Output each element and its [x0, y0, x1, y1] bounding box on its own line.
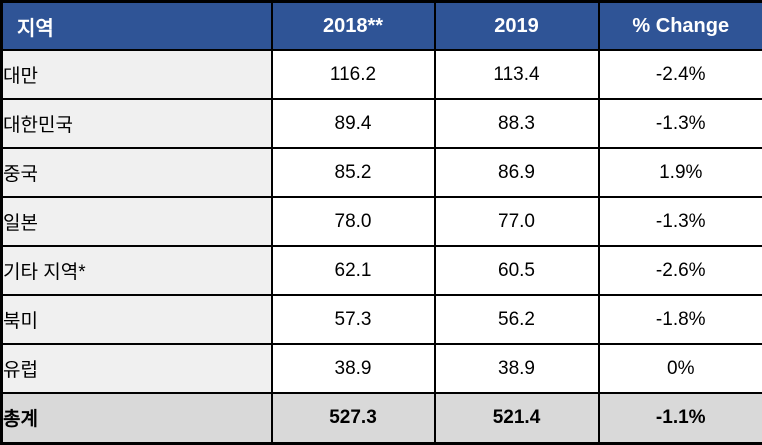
table-row-other-regions: 기타 지역* 62.1 60.5 -2.6%: [2, 246, 762, 295]
value-2018: 89.4: [272, 99, 435, 148]
total-2018: 527.3: [272, 393, 435, 443]
region-label: 일본: [2, 197, 272, 246]
column-header-region: 지역: [2, 2, 272, 51]
column-header-2018: 2018**: [272, 2, 435, 51]
region-label: 기타 지역*: [2, 246, 272, 295]
value-change: -1.3%: [599, 197, 762, 246]
value-change: 0%: [599, 344, 762, 393]
region-label: 유럽: [2, 344, 272, 393]
region-label: 북미: [2, 295, 272, 344]
value-2018: 38.9: [272, 344, 435, 393]
value-change: -1.3%: [599, 99, 762, 148]
value-2019: 56.2: [435, 295, 599, 344]
total-row: 총계 527.3 521.4 -1.1%: [2, 393, 762, 443]
region-label: 대만: [2, 50, 272, 99]
total-label: 총계: [2, 393, 272, 443]
value-2018: 85.2: [272, 148, 435, 197]
value-change: 1.9%: [599, 148, 762, 197]
region-label: 중국: [2, 148, 272, 197]
value-2019: 113.4: [435, 50, 599, 99]
value-2018: 57.3: [272, 295, 435, 344]
table-row-south-korea: 대한민국 89.4 88.3 -1.3%: [2, 99, 762, 148]
value-2018: 116.2: [272, 50, 435, 99]
value-2018: 62.1: [272, 246, 435, 295]
value-2019: 60.5: [435, 246, 599, 295]
value-2018: 78.0: [272, 197, 435, 246]
table-row-china: 중국 85.2 86.9 1.9%: [2, 148, 762, 197]
value-change: -2.6%: [599, 246, 762, 295]
region-label: 대한민국: [2, 99, 272, 148]
total-change: -1.1%: [599, 393, 762, 443]
total-2019: 521.4: [435, 393, 599, 443]
table-row-north-america: 북미 57.3 56.2 -1.8%: [2, 295, 762, 344]
column-header-2019: 2019: [435, 2, 599, 51]
table-row-japan: 일본 78.0 77.0 -1.3%: [2, 197, 762, 246]
value-2019: 88.3: [435, 99, 599, 148]
value-2019: 77.0: [435, 197, 599, 246]
value-change: -2.4%: [599, 50, 762, 99]
table-row-taiwan: 대만 116.2 113.4 -2.4%: [2, 50, 762, 99]
value-2019: 86.9: [435, 148, 599, 197]
table-row-europe: 유럽 38.9 38.9 0%: [2, 344, 762, 393]
column-header-percent-change: % Change: [599, 2, 762, 51]
header-row: 지역 2018** 2019 % Change: [2, 2, 762, 51]
value-change: -1.8%: [599, 295, 762, 344]
value-2019: 38.9: [435, 344, 599, 393]
